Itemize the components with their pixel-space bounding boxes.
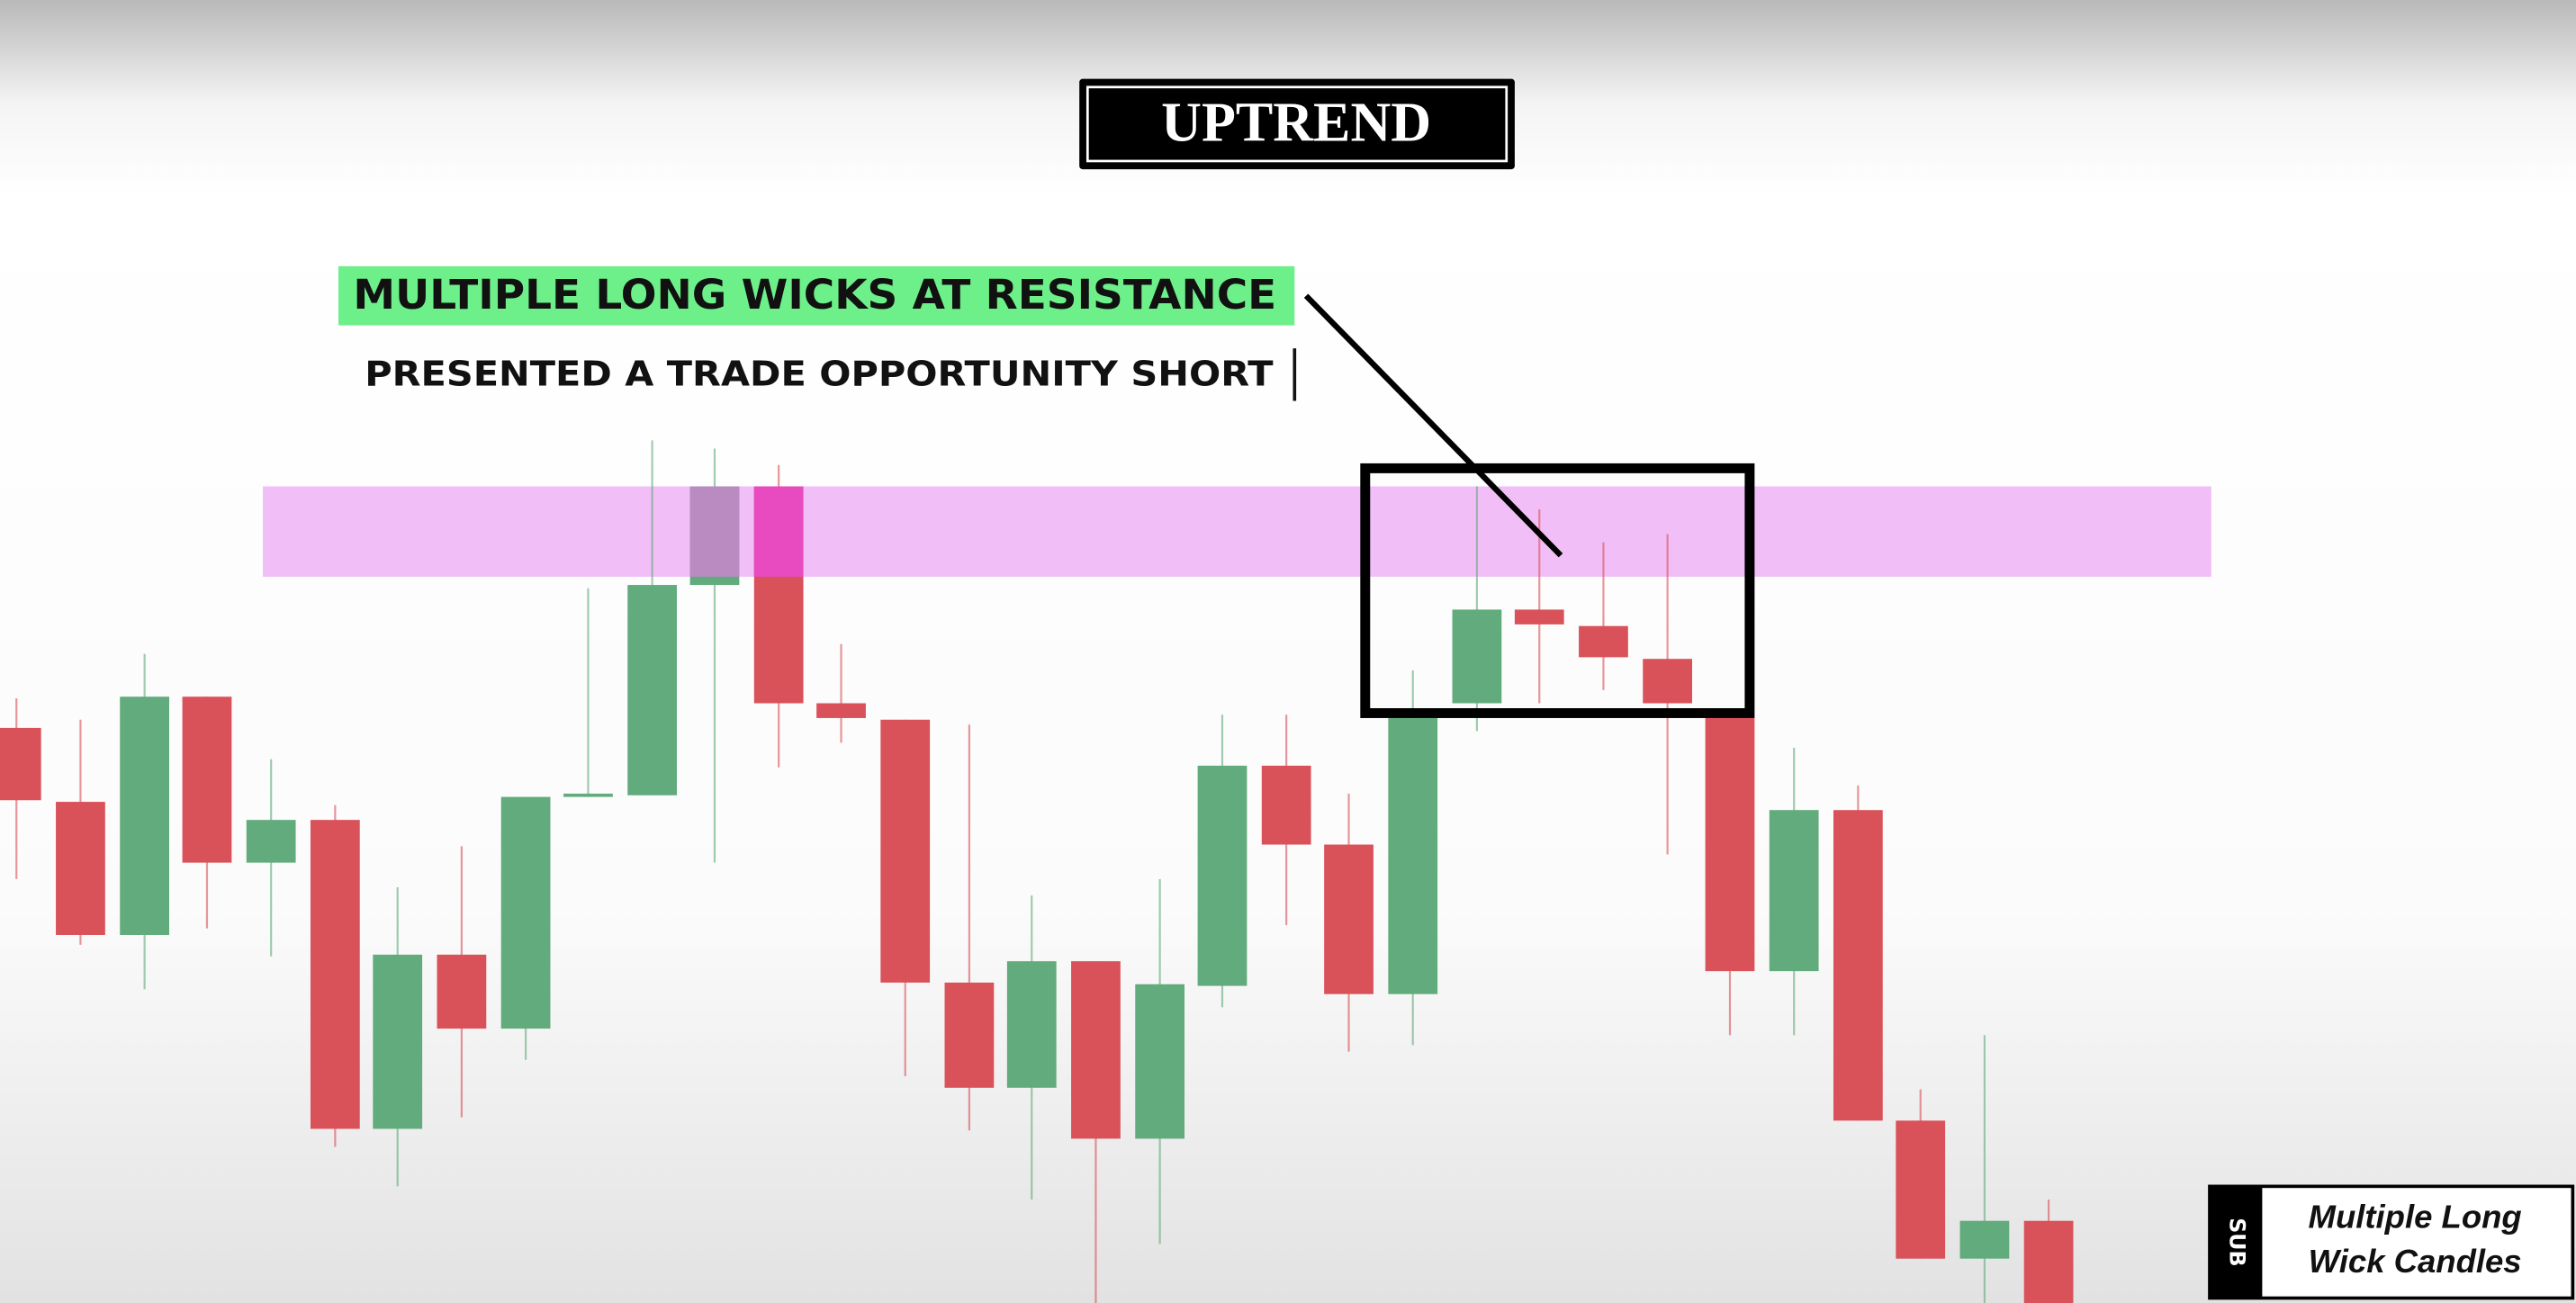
candle-body xyxy=(1769,810,1819,972)
zone-highlight xyxy=(689,486,740,577)
pointer-line xyxy=(1303,293,1563,558)
candle-body xyxy=(0,727,41,801)
candle-body xyxy=(1197,765,1247,986)
title-box xyxy=(1079,78,1515,170)
candle-body xyxy=(1643,659,1693,704)
candle-body xyxy=(1833,810,1883,1121)
candle-body xyxy=(310,820,360,1129)
candle-body xyxy=(56,802,105,935)
candle-body xyxy=(437,954,487,1029)
candle-body xyxy=(182,696,232,863)
candle-body xyxy=(1071,961,1121,1139)
candle-body xyxy=(1261,765,1311,845)
candle-body xyxy=(944,982,995,1088)
candle-body xyxy=(1324,844,1374,994)
candle-body xyxy=(1959,1220,2010,1259)
candle-body xyxy=(1896,1120,1946,1259)
zone-highlight xyxy=(753,486,804,577)
candles xyxy=(0,440,2074,1303)
candle-body xyxy=(880,719,931,983)
candle-body xyxy=(120,696,170,935)
subline: PRESENTED A TRADE OPPORTUNITY SHORT xyxy=(365,355,1273,395)
resistance-zone xyxy=(263,486,2211,577)
candle-body xyxy=(246,820,296,863)
candle-body xyxy=(1452,609,1502,704)
candle-body xyxy=(1388,717,1438,994)
candle-body xyxy=(1705,717,1755,972)
badge-caption: Multiple Long xyxy=(2309,1199,2522,1236)
candle-body xyxy=(1006,961,1057,1088)
title-border xyxy=(1085,85,1509,163)
headline: MULTIPLE LONG WICKS AT RESISTANCE xyxy=(353,271,1276,319)
candle-body xyxy=(1514,609,1564,625)
candle-body xyxy=(1135,984,1185,1139)
candle-body xyxy=(500,796,551,1029)
candle-body xyxy=(1579,625,1628,658)
headline-highlight xyxy=(338,265,1295,326)
candle-body xyxy=(563,793,613,797)
badge-logo: SUB xyxy=(2225,1218,2250,1266)
focus-box xyxy=(1360,463,1755,718)
candle-body xyxy=(816,703,866,718)
candle-body xyxy=(627,585,678,795)
badge-strip xyxy=(2209,1186,2263,1299)
title: UPTREND xyxy=(1161,93,1431,154)
candle-body xyxy=(373,954,423,1129)
badge-caption: Wick Candles xyxy=(2309,1243,2522,1280)
candle-body xyxy=(2023,1220,2074,1303)
